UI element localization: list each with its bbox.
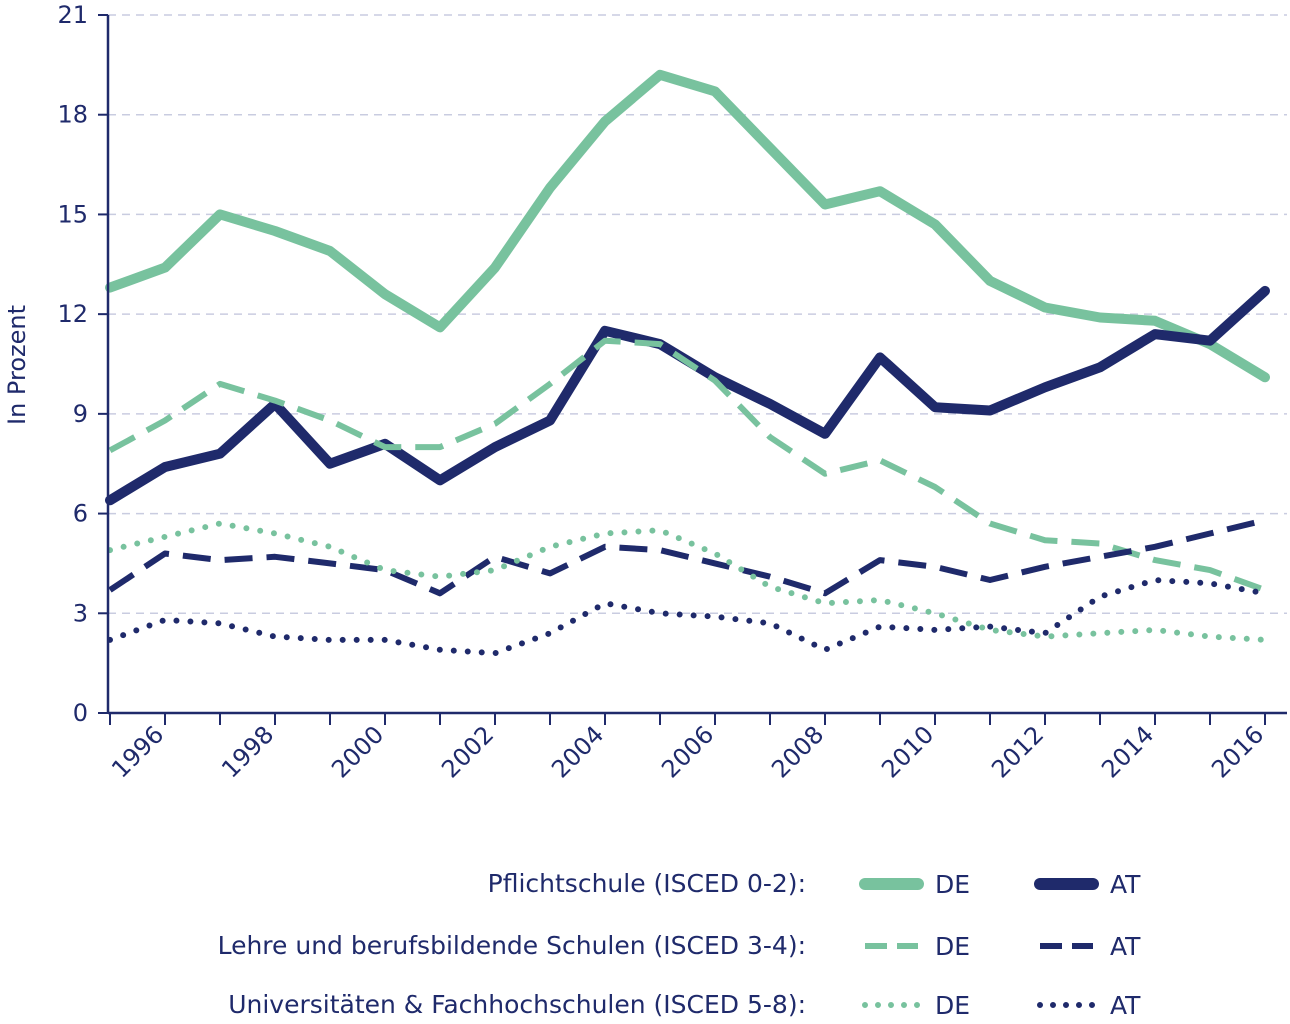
series-line-at-dotted [107,577,1268,657]
x-tick-label: 2016 [1206,720,1269,783]
series-line-at-solid [105,285,1270,506]
legend-label-at: AT [1110,932,1141,961]
x-tick-label: 2002 [436,720,499,783]
legend-row-label: Universitäten & Fachhochschulen (ISCED 5… [228,990,806,1019]
legend-label-de: DE [935,870,970,899]
x-tick-label: 2006 [656,720,719,783]
series-line-de-dotted [107,520,1268,643]
x-tick-label: 1996 [106,720,169,783]
y-tick-label: 0 [73,699,88,727]
axes [98,14,1287,725]
y-tick-label: 18 [57,101,88,129]
x-tick-label: 2000 [326,720,389,783]
legend-row-label: Pflichtschule (ISCED 0-2): [488,869,806,898]
series-line-de-dashed [108,337,1267,593]
x-tick-label: 2004 [546,720,609,783]
data-series [105,69,1270,657]
legend-label-at: AT [1110,991,1141,1020]
legend-row-label: Lehre und berufsbildende Schulen (ISCED … [218,931,806,960]
series-line-de-solid [105,69,1270,383]
legend-label-at: AT [1110,870,1141,899]
y-tick-label: 15 [57,200,88,228]
y-tick-label: 21 [57,1,88,29]
x-tick-label: 2010 [876,720,939,783]
legend: Pflichtschule (ISCED 0-2): DE AT Lehre und … [218,869,1142,1020]
y-tick-label: 3 [73,599,88,627]
y-axis-title: In Prozent [3,305,31,425]
legend-label-de: DE [935,932,970,961]
y-tick-label: 9 [73,400,88,428]
legend-label-de: DE [935,991,970,1020]
x-tick-label: 2008 [766,720,829,783]
series-line-at-dashed [108,517,1266,597]
y-tick-label: 12 [57,300,88,328]
x-tick-label: 2014 [1096,720,1159,783]
y-tick-label: 6 [73,500,88,528]
x-tick-label: 2012 [986,720,1049,783]
x-tick-label: 1998 [216,720,279,783]
